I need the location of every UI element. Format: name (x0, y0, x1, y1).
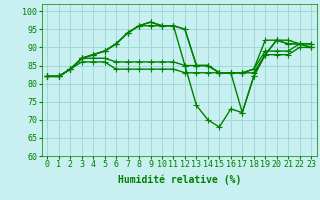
X-axis label: Humidité relative (%): Humidité relative (%) (117, 175, 241, 185)
